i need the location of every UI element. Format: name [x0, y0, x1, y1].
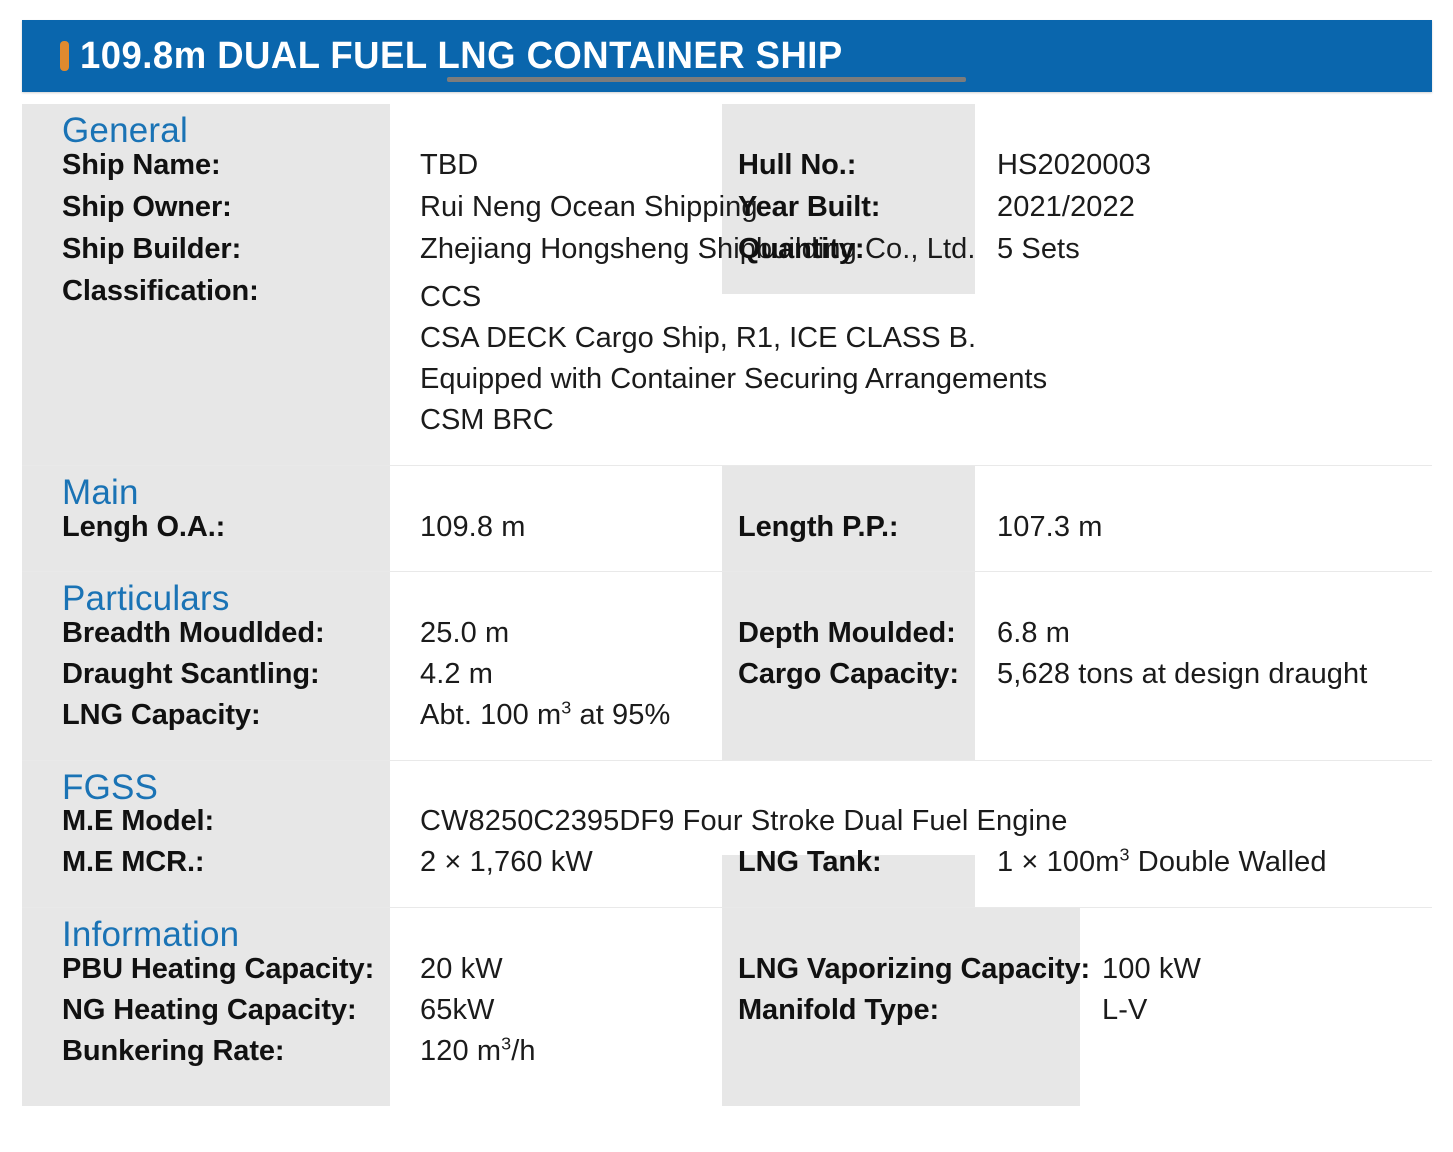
- me-model-label: M.E Model:: [62, 805, 215, 838]
- lng-tank-value: 1 × 100m3 Double Walled: [975, 844, 1375, 879]
- ng-heating-capacity-value: 65kW: [420, 994, 495, 1027]
- row-ng-heating: NG Heating Capacity: 65kW Manifold Type:…: [22, 996, 1432, 1037]
- ship-builder-value: Zhejiang Hongsheng Shipbuilding Co., Ltd…: [420, 232, 976, 265]
- ship-name-label: Ship Name:: [62, 148, 221, 181]
- row-pbu-heating: PBU Heating Capacity: 20 kW LNG Vaporizi…: [22, 955, 1432, 996]
- section-title-information: Information: [62, 915, 240, 955]
- lng-capacity-value-pre: Abt. 100 m: [420, 698, 562, 731]
- bunkering-rate-value: 120 m3/h: [390, 1034, 1090, 1068]
- classification-line-1: CCS: [420, 280, 482, 313]
- section-particulars: Particulars Breadth Moudlded: 25.0 m Dep…: [22, 572, 1432, 761]
- band-mid: [722, 466, 975, 572]
- year-built-value: 2021/2022: [997, 190, 1135, 223]
- classification-value: CCS CSA DECK Cargo Ship, R1, ICE CLASS B…: [390, 277, 1047, 442]
- band-mid-general: [722, 104, 975, 294]
- lng-vaporizing-capacity-label: LNG Vaporizing Capacity:: [738, 953, 1091, 986]
- row-draught: Draught Scantling: 4.2 m Cargo Capacity:…: [22, 657, 1432, 701]
- classification-line-3: Equipped with Container Securing Arrange…: [420, 363, 1048, 396]
- bunkering-rate-value-pre: 120 m: [420, 1035, 502, 1068]
- band-mid: [722, 572, 975, 760]
- hull-no-value: HS2020003: [997, 148, 1152, 181]
- ng-heating-capacity-label: NG Heating Capacity:: [62, 994, 357, 1027]
- bunkering-rate-label: Bunkering Rate:: [62, 1035, 285, 1068]
- ship-owner-value: Rui Neng Ocean Shipping: [420, 190, 758, 223]
- section-fgss: FGSS M.E Model: CW8250C2395DF9 Four Stro…: [22, 760, 1432, 909]
- classification-line-4: CSM BRC: [420, 404, 554, 437]
- band-left: [22, 572, 390, 760]
- cargo-capacity-label: Cargo Capacity:: [738, 657, 959, 690]
- length-pp-value: 107.3 m: [997, 511, 1103, 544]
- section-general: General Ship Name: TBD Hull No.: HS20200…: [22, 104, 1432, 467]
- year-built-label: Year Built:: [738, 190, 881, 223]
- lng-capacity-value-post: at 95%: [571, 698, 671, 731]
- me-mcr-value: 2 × 1,760 kW: [420, 846, 593, 879]
- section-information: Information PBU Heating Capacity: 20 kW …: [22, 908, 1432, 1107]
- title-underline: [447, 77, 966, 82]
- draught-scantling-label: Draught Scantling:: [62, 657, 320, 690]
- length-oa-label: Lengh O.A.:: [62, 511, 226, 544]
- bottom-spacer: [22, 1078, 1432, 1084]
- section-title-general: General: [62, 111, 188, 150]
- band-mid-wide: [722, 908, 1080, 1107]
- lng-tank-value-post: Double Walled: [1129, 846, 1327, 879]
- bunkering-rate-value-sup: 3: [501, 1033, 512, 1054]
- band-mid-fgss: [722, 854, 975, 908]
- row-classification: Classification: CCS CSA DECK Cargo Ship,…: [22, 274, 1432, 442]
- cargo-capacity-value: 5,628 tons at design draught: [997, 657, 1368, 690]
- section-title-fgss: FGSS: [62, 767, 159, 807]
- hull-no-label: Hull No.:: [738, 148, 857, 181]
- row-ship-builder: Ship Builder: Zhejiang Hongsheng Shipbui…: [22, 232, 1432, 277]
- pbu-heating-capacity-value: 20 kW: [420, 953, 503, 986]
- page-title: 109.8m DUAL FUEL LNG CONTAINER SHIP: [80, 34, 843, 77]
- ship-owner-label: Ship Owner:: [62, 190, 232, 223]
- row-length: Lengh O.A.: 109.8 m Length P.P.: 107.3 m: [22, 513, 1432, 555]
- section-title-main: Main: [62, 473, 139, 513]
- section-title-particulars: Particulars: [62, 579, 230, 619]
- row-ship-name: Ship Name: TBD Hull No.: HS2020003: [22, 148, 1432, 193]
- length-pp-label: Length P.P.:: [738, 511, 899, 544]
- lng-capacity-value-sup: 3: [561, 697, 572, 718]
- manifold-type-value: L-V: [1102, 994, 1148, 1027]
- lng-capacity-value: Abt. 100 m3 at 95%: [390, 698, 1090, 731]
- row-me-model: M.E Model: CW8250C2395DF9 Four Stroke Du…: [22, 807, 1432, 848]
- quantity-value: 5 Sets: [997, 232, 1080, 265]
- specs-table: General Ship Name: TBD Hull No.: HS20200…: [22, 104, 1432, 1107]
- pbu-heating-capacity-label: PBU Heating Capacity:: [62, 953, 375, 986]
- lng-tank-label: LNG Tank:: [738, 846, 882, 879]
- row-ship-owner: Ship Owner: Rui Neng Ocean Shipping Year…: [22, 190, 1432, 235]
- ship-name-value: TBD: [420, 148, 479, 181]
- me-mcr-label: M.E MCR.:: [62, 846, 205, 879]
- accent-bar-icon: [60, 41, 69, 71]
- breadth-moulded-label: Breadth Moudlded:: [62, 616, 325, 649]
- lng-tank-value-sup: 3: [1119, 844, 1130, 865]
- band-left: [22, 760, 390, 908]
- quantity-label: Quantity:: [738, 232, 865, 265]
- band-left: [22, 104, 390, 466]
- row-bunkering-rate: Bunkering Rate: 120 m3/h: [22, 1034, 1432, 1078]
- bunkering-rate-value-post: /h: [511, 1035, 536, 1068]
- section-main: Main Lengh O.A.: 109.8 m Length P.P.: 10…: [22, 466, 1432, 573]
- row-lng-capacity: LNG Capacity: Abt. 100 m3 at 95%: [22, 698, 1432, 742]
- row-breadth: Breadth Moudlded: 25.0 m Depth Moulded: …: [22, 616, 1432, 660]
- lng-vaporizing-capacity-value: 100 kW: [1102, 953, 1201, 986]
- lng-capacity-label: LNG Capacity:: [62, 698, 261, 731]
- depth-moulded-label: Depth Moulded:: [738, 616, 956, 649]
- row-me-mcr: M.E MCR.: 2 × 1,760 kW LNG Tank: 1 × 100…: [22, 844, 1432, 889]
- classification-label: Classification:: [62, 274, 259, 307]
- breadth-moulded-value: 25.0 m: [420, 616, 510, 649]
- lng-tank-value-pre: 1 × 100m: [997, 846, 1120, 879]
- draught-scantling-value: 4.2 m: [420, 657, 494, 690]
- me-model-value: CW8250C2395DF9 Four Stroke Dual Fuel Eng…: [420, 805, 1068, 838]
- classification-line-2: CSA DECK Cargo Ship, R1, ICE CLASS B.: [420, 321, 977, 354]
- band-left: [22, 908, 390, 1107]
- band-left: [22, 466, 390, 572]
- manifold-type-label: Manifold Type:: [738, 994, 940, 1027]
- length-oa-value: 109.8 m: [420, 511, 526, 544]
- depth-moulded-value: 6.8 m: [997, 616, 1071, 649]
- ship-builder-label: Ship Builder:: [62, 232, 242, 265]
- page-header: 109.8m DUAL FUEL LNG CONTAINER SHIP: [22, 20, 1432, 92]
